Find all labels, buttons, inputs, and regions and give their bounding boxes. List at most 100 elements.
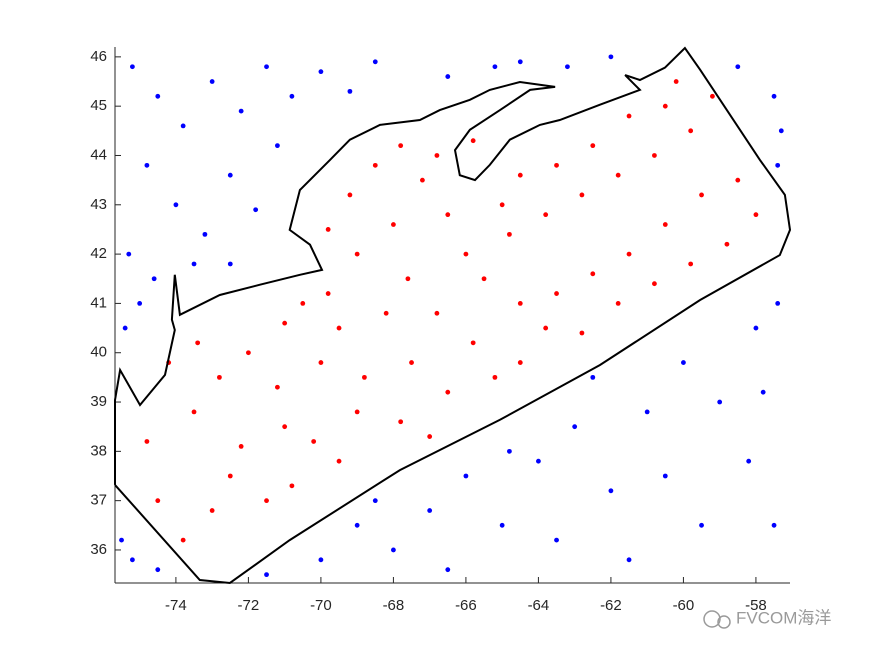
point [771, 93, 777, 99]
point [554, 537, 559, 543]
point [492, 64, 498, 70]
x-tick-label: -62 [600, 597, 622, 614]
point [336, 325, 342, 331]
point [238, 444, 244, 449]
point [137, 301, 143, 306]
point [753, 325, 759, 331]
point [507, 231, 512, 237]
point [652, 153, 657, 158]
point [543, 325, 549, 331]
watermark: FVCOM海洋 [736, 608, 831, 627]
point [300, 301, 306, 306]
point [282, 320, 288, 326]
point [130, 557, 135, 563]
point [771, 522, 777, 528]
point [409, 360, 414, 365]
point [318, 557, 324, 563]
point [554, 291, 559, 296]
point [336, 458, 342, 464]
point [572, 424, 578, 430]
point [699, 192, 704, 198]
point [130, 64, 135, 70]
point [470, 340, 476, 346]
point [227, 261, 233, 267]
point [264, 572, 269, 578]
point [144, 162, 150, 168]
point [264, 64, 269, 70]
point [325, 291, 331, 296]
point [662, 473, 668, 479]
point [626, 557, 632, 563]
point [122, 325, 128, 331]
point [699, 522, 704, 528]
point [311, 439, 317, 444]
point [492, 374, 498, 380]
point [608, 54, 614, 60]
point [517, 172, 523, 178]
y-tick-label: 41 [90, 294, 107, 311]
point [481, 276, 487, 282]
point [775, 301, 781, 306]
point [383, 310, 389, 316]
point [325, 227, 331, 232]
point [354, 409, 360, 415]
point [434, 153, 440, 158]
point [673, 79, 679, 84]
point [434, 310, 440, 316]
point [688, 128, 694, 134]
y-tick-label: 42 [90, 245, 107, 262]
x-tick-label: -58 [745, 597, 767, 614]
y-tick-label: 39 [90, 393, 107, 410]
point [246, 350, 251, 356]
point [180, 537, 186, 543]
point [354, 251, 360, 257]
point [775, 162, 781, 168]
point [463, 251, 469, 257]
point [579, 192, 585, 198]
point [543, 212, 549, 218]
point [445, 212, 451, 218]
point [195, 340, 201, 346]
x-tick-label: -60 [673, 597, 695, 614]
point [282, 424, 288, 430]
point [499, 202, 505, 208]
point [463, 473, 469, 479]
point [735, 64, 741, 70]
point [275, 143, 280, 149]
y-tick-label: 40 [90, 344, 107, 361]
point [362, 374, 367, 380]
point [227, 172, 233, 178]
point [626, 251, 632, 257]
point [155, 93, 161, 99]
point [180, 123, 186, 129]
point [155, 567, 161, 573]
boundary-line [114, 46, 792, 585]
point [372, 59, 378, 65]
point [264, 498, 269, 504]
point [753, 212, 759, 218]
point [372, 498, 378, 504]
point [688, 261, 694, 267]
point [445, 74, 451, 79]
x-tick-label: -70 [310, 597, 332, 614]
point [289, 93, 295, 99]
point [760, 389, 766, 395]
point [735, 177, 741, 183]
point [144, 439, 150, 444]
point [724, 241, 730, 247]
point [173, 202, 179, 208]
point [191, 409, 197, 415]
point [354, 522, 360, 528]
point [209, 79, 215, 84]
point [615, 172, 621, 178]
point [590, 143, 596, 149]
point [608, 488, 614, 494]
point [626, 113, 632, 119]
x-tick-label: -74 [165, 597, 187, 614]
point [318, 69, 324, 75]
point [151, 276, 157, 282]
point [590, 374, 596, 380]
point [470, 138, 476, 144]
point [289, 483, 295, 489]
